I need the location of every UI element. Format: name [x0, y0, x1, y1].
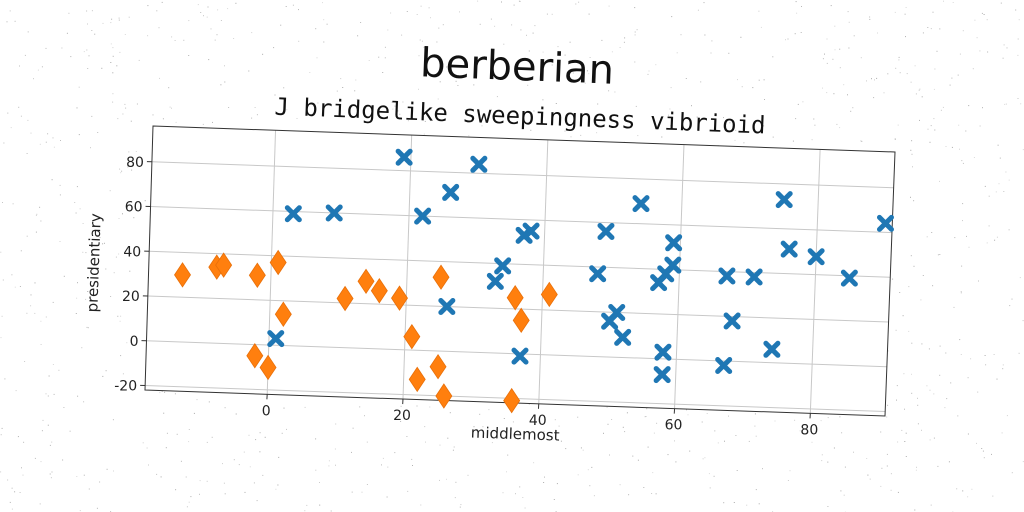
x-tick-label: 60	[665, 418, 683, 434]
data-point-x	[494, 257, 512, 275]
data-point-x	[395, 148, 413, 166]
data-point-diamond	[357, 268, 375, 295]
data-point-x	[325, 204, 343, 222]
y-tick-label: 40	[123, 244, 141, 260]
data-point-diamond	[432, 264, 450, 290]
data-point-diamond	[540, 281, 558, 308]
data-point-x	[511, 347, 529, 365]
chart-title: berberian	[419, 40, 614, 93]
data-point-diamond	[435, 383, 453, 409]
data-point-x	[775, 191, 793, 209]
data-point-x	[486, 272, 504, 290]
data-point-diamond	[336, 285, 354, 312]
plot-frame	[144, 125, 896, 417]
data-point-x	[745, 268, 763, 286]
data-point-x	[470, 155, 488, 173]
y-gridline	[149, 250, 891, 278]
data-point-diamond	[215, 252, 233, 278]
data-point-diamond	[403, 323, 421, 350]
data-point-x	[414, 207, 432, 225]
data-point-x	[665, 234, 683, 252]
data-point-diamond	[408, 366, 426, 393]
y-axis-label: presidentiary	[83, 213, 104, 313]
plot-background	[145, 126, 895, 416]
data-point-x	[780, 240, 798, 258]
data-point-x	[522, 222, 540, 240]
data-point-diamond	[506, 285, 524, 311]
y-tick-label: 80	[126, 155, 144, 171]
data-point-x	[438, 298, 456, 316]
plot-area: 0 20 40 60 80 -20 0 20 40 60 80 middlemost president…	[83, 125, 896, 445]
data-point-x	[614, 328, 632, 346]
y-gridline	[150, 206, 892, 234]
data-point-x	[723, 312, 741, 330]
data-point-x	[608, 303, 626, 321]
data-point-diamond	[246, 343, 264, 369]
data-point-x	[718, 267, 736, 285]
x-tick-label: 0	[262, 403, 271, 419]
data-point-x	[840, 269, 858, 287]
data-point-x	[715, 357, 733, 375]
data-point-x	[876, 214, 894, 232]
y-tick-label: 0	[130, 334, 139, 350]
x-gridline	[809, 149, 821, 414]
data-point-diamond	[370, 277, 388, 304]
x-gridline	[538, 139, 549, 404]
x-gridline	[674, 144, 685, 409]
data-point-x	[597, 222, 615, 240]
x-tick-label: 40	[529, 413, 547, 429]
x-tick-label: 80	[800, 422, 818, 438]
data-point-diamond	[259, 354, 277, 381]
data-point-diamond	[429, 353, 447, 380]
y-tick-label: 20	[122, 289, 140, 305]
data-point-diamond	[512, 307, 530, 334]
data-point-x	[267, 330, 285, 348]
data-point-diamond	[503, 387, 521, 414]
data-point-x	[664, 256, 682, 274]
data-point-x	[654, 343, 672, 361]
data-point-x	[632, 195, 650, 213]
data-point-x	[807, 248, 825, 266]
data-point-diamond	[269, 249, 287, 276]
data-point-diamond	[391, 285, 408, 311]
data-point-x	[284, 205, 302, 223]
data-point-diamond	[174, 262, 191, 288]
data-point-diamond	[274, 301, 292, 327]
y-gridline	[147, 295, 889, 323]
data-point-x	[589, 265, 607, 283]
data-point-x	[442, 183, 460, 201]
data-point-x	[653, 366, 671, 384]
y-tick-label: 60	[125, 200, 143, 216]
data-point-diamond	[248, 262, 266, 288]
x-gridline	[402, 135, 413, 400]
y-tick-label: -20	[114, 379, 137, 395]
data-point-x	[763, 340, 781, 358]
y-gridline	[151, 161, 894, 189]
x-tick-label: 20	[393, 408, 411, 424]
x-axis-label: middlemost	[471, 423, 560, 444]
